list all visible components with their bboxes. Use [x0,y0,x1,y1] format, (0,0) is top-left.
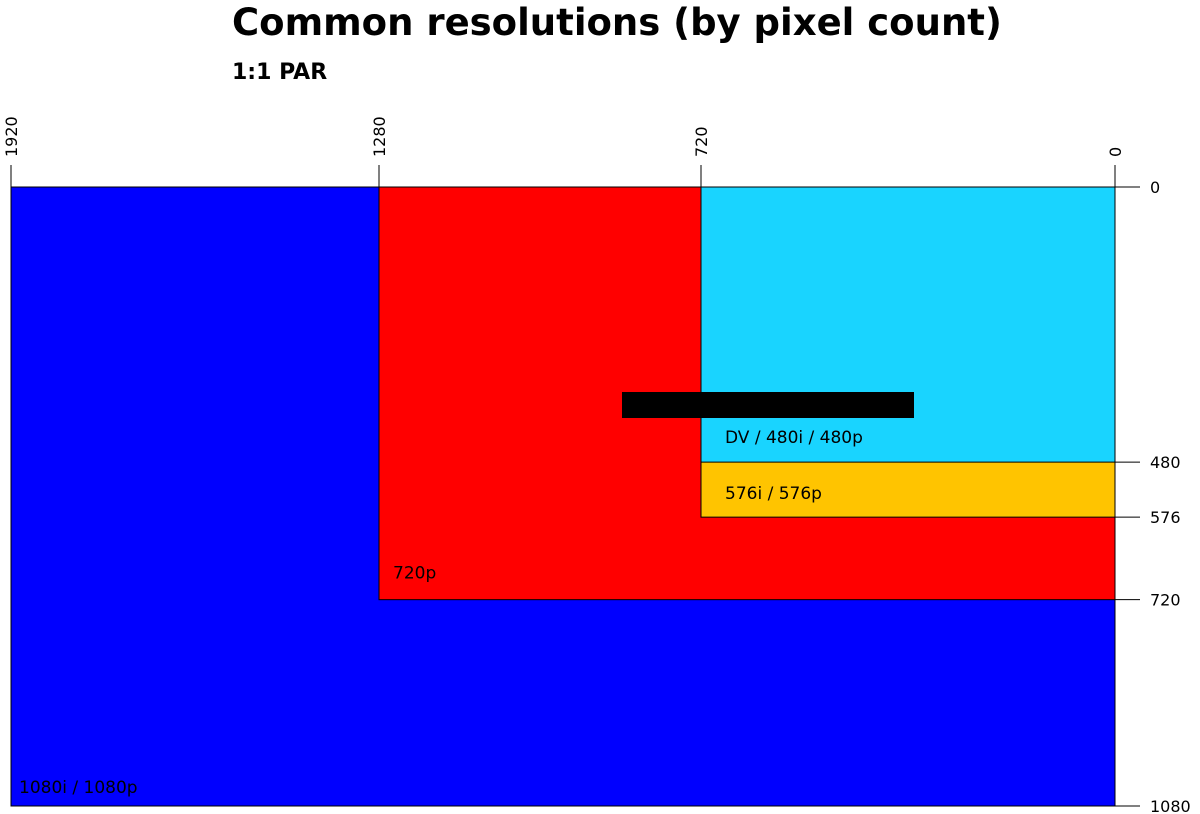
labels-layer: 1080i / 1080p 720p 576i / 576p DV / 480i / … [19,428,863,798]
region-label-1080i-1080p: 1080i / 1080p [19,778,138,798]
x-tick-label-720: 720 [692,126,711,157]
y-tick-label-720: 720 [1150,591,1181,610]
x-tick-label-1920: 1920 [2,116,21,157]
x-tick-label-0: 0 [1106,147,1125,157]
chart-title: Common resolutions (by pixel count) [232,1,1002,44]
overlay-layer [622,392,914,418]
region-label-720p: 720p [393,564,436,584]
redaction-bar [622,392,914,418]
region-label-dv-480i-480p: DV / 480i / 480p [725,428,863,448]
regions-layer [10,186,1116,807]
y-tick-label-576: 576 [1150,508,1181,527]
y-tick-label-0: 0 [1150,178,1160,197]
y-tick-label-1080: 1080 [1150,797,1191,814]
chart-subtitle: 1:1 PAR [232,60,328,85]
region-dv-480i-480p [700,186,1116,463]
region-label-576i-576p: 576i / 576p [725,484,822,504]
y-tick-label-480: 480 [1150,453,1181,472]
x-tick-label-1280: 1280 [370,116,389,157]
axes-layer: 1920 1280 720 0 0 480 576 720 1080 [2,116,1191,814]
